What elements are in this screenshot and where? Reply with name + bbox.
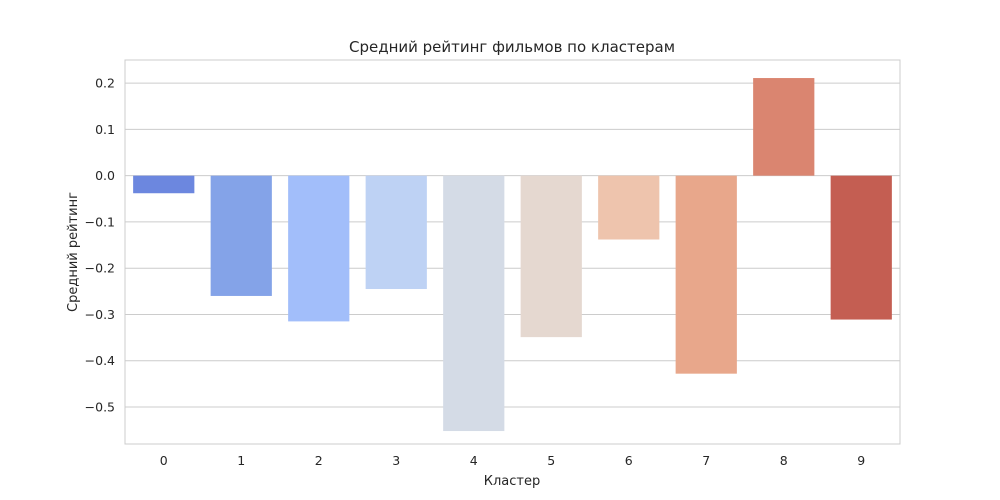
y-tick-label: 0.1 bbox=[95, 122, 115, 137]
y-tick-label: −0.1 bbox=[85, 214, 115, 229]
x-tick-labels: 0 1 2 3 4 5 6 7 8 9 bbox=[160, 453, 866, 468]
x-tick-label: 8 bbox=[780, 453, 788, 468]
bar-cluster-3 bbox=[365, 175, 427, 290]
y-tick-label: −0.2 bbox=[85, 261, 115, 276]
x-axis-label: Кластер bbox=[484, 474, 540, 489]
bar-cluster-5 bbox=[520, 175, 582, 338]
x-tick-label: 3 bbox=[392, 453, 400, 468]
bar-cluster-4 bbox=[443, 175, 505, 432]
y-tick-labels: 0.2 0.1 0.0 −0.1 −0.2 −0.3 −0.4 −0.5 bbox=[85, 76, 115, 415]
x-tick-label: 6 bbox=[625, 453, 633, 468]
bar-cluster-6 bbox=[598, 175, 660, 240]
y-tick-label: −0.3 bbox=[85, 307, 115, 322]
x-tick-label: 1 bbox=[237, 453, 245, 468]
x-tick-label: 5 bbox=[547, 453, 555, 468]
bar-cluster-1 bbox=[210, 175, 272, 296]
bar-cluster-7 bbox=[675, 175, 737, 374]
chart-title: Средний рейтинг фильмов по кластерам bbox=[349, 38, 675, 56]
x-tick-label: 7 bbox=[702, 453, 710, 468]
bar-cluster-2 bbox=[288, 175, 350, 322]
bars bbox=[133, 78, 892, 432]
y-tick-label: −0.4 bbox=[85, 353, 115, 368]
bar-cluster-0 bbox=[133, 175, 195, 194]
bar-cluster-8 bbox=[753, 78, 815, 176]
x-tick-label: 4 bbox=[470, 453, 478, 468]
y-tick-label: 0.0 bbox=[95, 168, 115, 183]
bar-cluster-9 bbox=[830, 175, 892, 320]
x-tick-label: 2 bbox=[315, 453, 323, 468]
x-tick-label: 9 bbox=[857, 453, 865, 468]
y-tick-label: 0.2 bbox=[95, 76, 115, 91]
y-tick-label: −0.5 bbox=[85, 399, 115, 414]
plot-frame bbox=[124, 59, 901, 445]
x-tick-label: 0 bbox=[160, 453, 168, 468]
y-axis-label: Средний рейтинг bbox=[66, 192, 81, 312]
